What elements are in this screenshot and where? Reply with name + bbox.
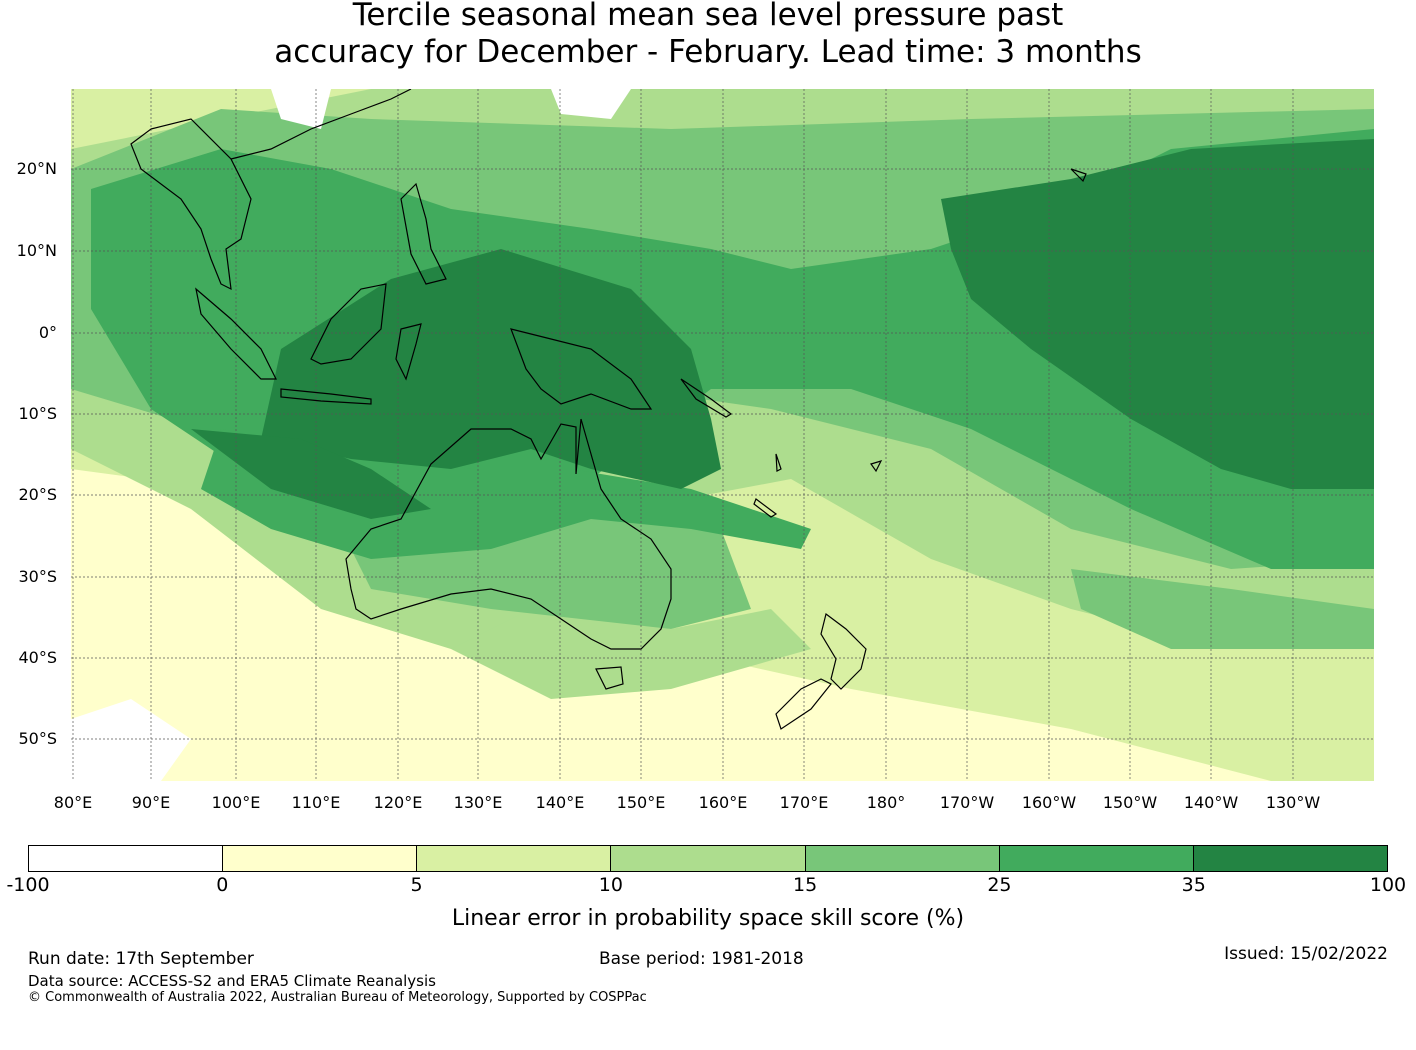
latitude-label: 0° [38,323,57,342]
latitude-label: 50°S [18,729,57,748]
longitude-label: 90°E [131,793,171,812]
coastline-new-caledonia [753,498,778,518]
copyright: © Commonwealth of Australia 2022, Austra… [28,990,647,1005]
coastline-nz-south [775,678,832,730]
colorbar-tick-label: 100 [1369,874,1407,896]
colorbar-label: Linear error in probability space skill … [451,906,965,931]
skill-score-map [71,89,1374,781]
coastline-java [280,388,372,405]
skill-field [71,89,1374,781]
latitude-label: 20°S [18,485,57,504]
colorbar-segment [1193,846,1387,871]
coastline-china [230,89,412,160]
longitude-label: 120°E [373,793,423,812]
issued-date: Issued: 15/02/2022 [1224,944,1388,964]
coastline-hawaii [1070,168,1087,183]
longitude-label: 130°E [453,793,503,812]
coastline-fiji [870,460,883,473]
colorbar-segment [223,846,418,871]
colorbar-tick-label: 35 [1181,874,1206,896]
latitude-label: 30°S [18,567,57,586]
colorbar-tick-label: -100 [6,874,50,896]
latitude-label: 20°N [16,159,57,178]
chart-title-line-2: accuracy for December - February. Lead t… [274,34,1142,70]
colorbar-segment [805,846,1000,871]
longitude-label: 180° [866,793,906,812]
colorbar-segment [611,846,806,871]
colorbar-tick-label: 25 [987,874,1012,896]
coastline-solomons [680,378,733,418]
coastline-borneo [310,283,387,365]
run-date: Run date: 17th September [28,949,254,969]
base-period: Base period: 1981-2018 [599,949,804,969]
latitude-label: 10°S [18,404,57,423]
longitude-label: 100°E [211,793,261,812]
colorbar-segment [999,846,1194,871]
colorbar-tick-label: 0 [216,874,229,896]
chart-title-line-1: Tercile seasonal mean sea level pressure… [352,0,1064,33]
coastline-new-guinea [510,328,653,410]
longitude-label: 150°W [1102,793,1158,812]
longitude-label: 170°E [779,793,829,812]
colorbar-tick-label: 10 [598,874,623,896]
longitude-label: 170°W [939,793,995,812]
longitude-label: 140°E [535,793,585,812]
coastline-vanuatu [775,453,782,472]
colorbar-segment [417,846,612,871]
longitude-label: 150°E [616,793,666,812]
longitude-label: 160°W [1021,793,1077,812]
coastline-australia [345,418,672,650]
latitude-label: 40°S [18,648,57,667]
colorbar-tick-label: 15 [793,874,818,896]
coastlines [130,89,1087,730]
gridlines [71,89,1374,781]
coastline-sumatra [195,287,277,380]
coastline-nz-north [820,612,867,690]
colorbar-tick-label: 5 [410,874,423,896]
colorbar-segment [29,846,224,871]
colorbar [28,845,1388,872]
coastline-indochina [130,118,252,291]
longitude-label: 160°E [698,793,748,812]
longitude-label: 80°E [53,793,93,812]
coastline-tasmania [595,666,624,690]
coastline-sulawesi [395,323,422,381]
longitude-label: 110°E [291,793,341,812]
data-source: Data source: ACCESS-S2 and ERA5 Climate … [28,972,436,990]
longitude-label: 140°W [1183,793,1239,812]
coastline-philippines [400,182,447,285]
latitude-label: 10°N [16,241,57,260]
longitude-label: 130°W [1265,793,1321,812]
